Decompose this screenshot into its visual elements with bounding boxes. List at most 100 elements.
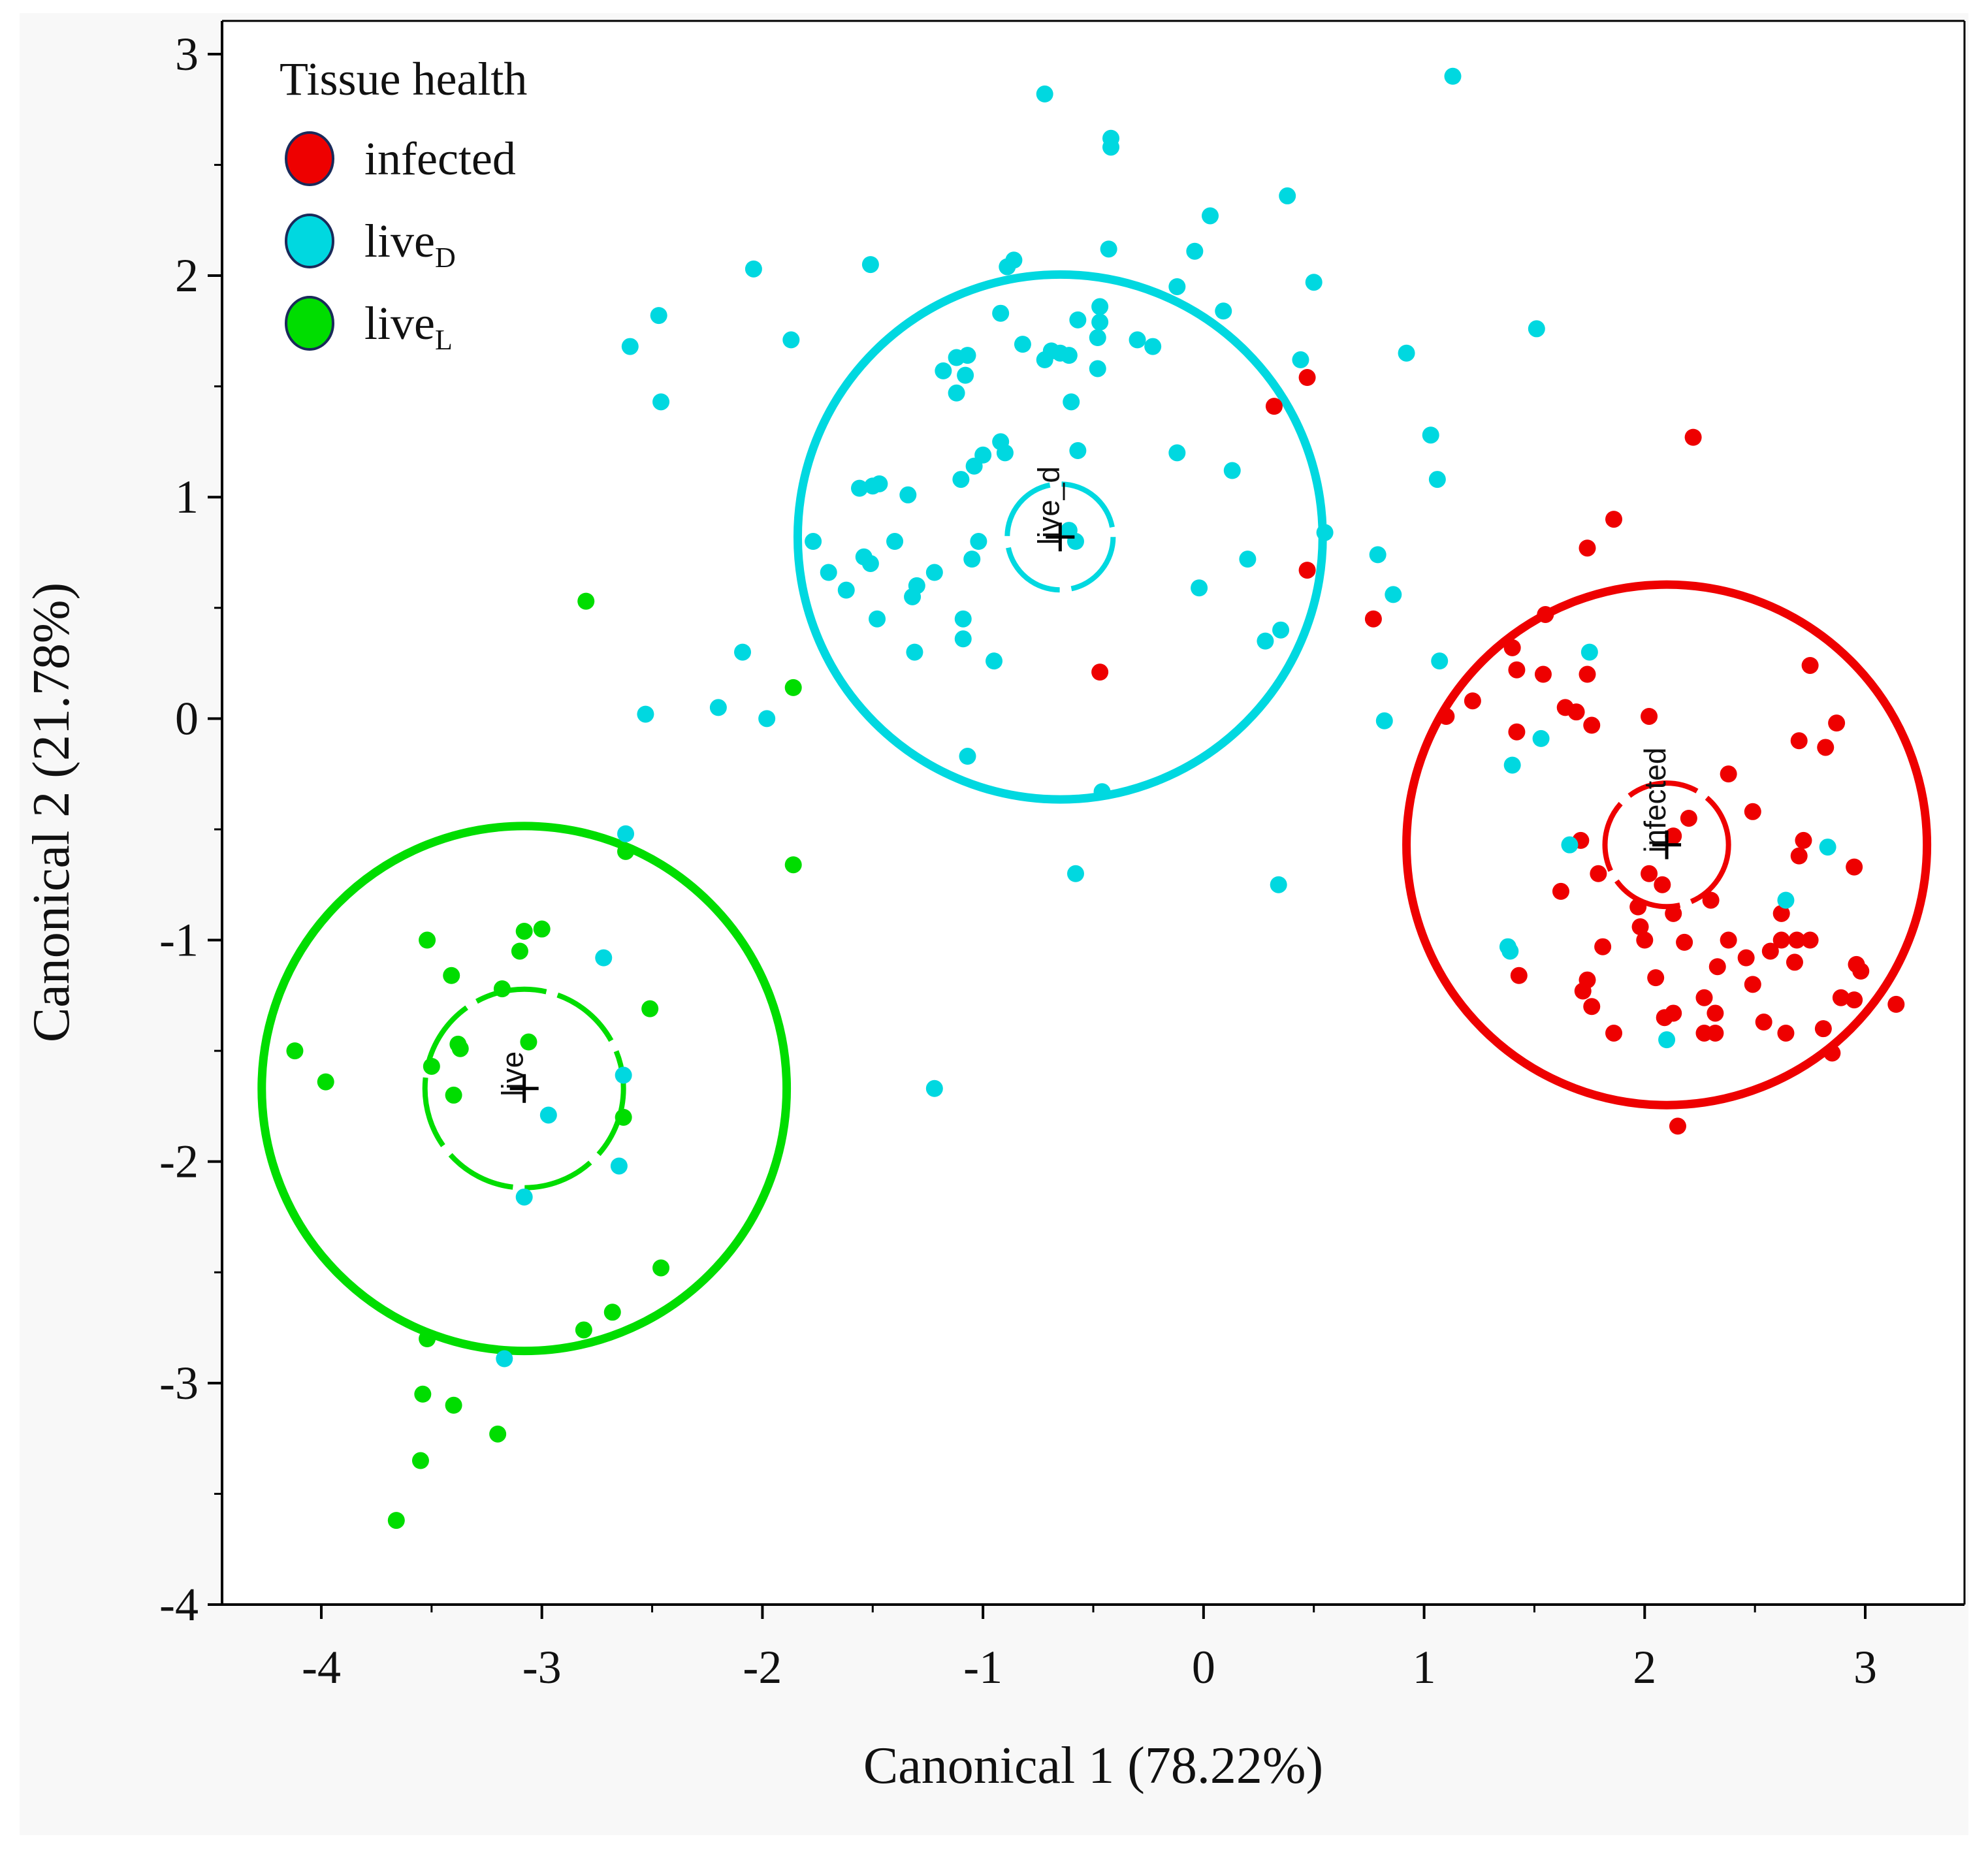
data-point xyxy=(1060,522,1078,539)
data-point xyxy=(986,652,1003,670)
data-point xyxy=(1744,976,1761,993)
data-point xyxy=(1239,551,1257,568)
y-ticks: -4 -3 -2 -1 0 1 2 3 xyxy=(159,28,222,1631)
data-point xyxy=(652,393,670,411)
cluster-label: infected xyxy=(1638,748,1672,853)
data-point xyxy=(963,551,981,568)
data-point xyxy=(1708,958,1726,976)
data-point xyxy=(959,748,976,765)
data-point xyxy=(1508,661,1526,679)
legend-marker-live_l xyxy=(285,296,334,351)
data-point xyxy=(1590,865,1607,882)
data-point xyxy=(1788,931,1806,949)
data-point xyxy=(603,1304,621,1321)
data-point xyxy=(1292,351,1309,368)
data-point xyxy=(1144,338,1162,355)
data-point xyxy=(1168,278,1186,295)
data-point xyxy=(1772,931,1790,949)
data-point xyxy=(925,564,943,581)
data-point xyxy=(1168,444,1186,462)
inner-confidence-circle-live_d xyxy=(1004,481,1116,593)
data-point xyxy=(1828,714,1846,732)
data-point xyxy=(317,1073,334,1091)
data-point xyxy=(1605,511,1623,528)
data-point xyxy=(423,1057,440,1075)
data-point xyxy=(1658,1031,1676,1049)
data-point xyxy=(1201,207,1219,225)
data-point xyxy=(864,477,882,495)
data-point xyxy=(906,643,923,661)
data-point xyxy=(851,479,869,497)
data-point xyxy=(954,630,972,648)
data-point xyxy=(1846,858,1863,876)
x-tick-label: -2 xyxy=(743,1641,782,1693)
data-point xyxy=(1093,783,1111,801)
data-point xyxy=(1702,891,1720,909)
y-tick-label: -3 xyxy=(159,1357,199,1409)
data-point xyxy=(493,980,511,998)
x-tick-label: 0 xyxy=(1192,1641,1215,1693)
data-point xyxy=(1801,931,1819,949)
legend-subscript: L xyxy=(435,324,453,356)
data-point xyxy=(999,258,1016,276)
data-point xyxy=(1707,1004,1724,1022)
data-point xyxy=(387,1512,405,1529)
data-point xyxy=(745,260,762,278)
data-point xyxy=(539,1106,557,1124)
data-point xyxy=(1369,546,1387,564)
data-point xyxy=(1063,393,1080,411)
data-point xyxy=(1761,942,1779,960)
data-point xyxy=(784,856,802,874)
data-point xyxy=(1431,652,1449,670)
data-point xyxy=(861,554,879,572)
data-point xyxy=(1795,831,1812,849)
data-point xyxy=(1257,632,1274,650)
legend-title: Tissue health xyxy=(280,53,527,105)
data-point xyxy=(1422,426,1439,444)
data-point xyxy=(1100,240,1117,258)
data-point xyxy=(1823,1044,1841,1062)
outer-density-circle-live xyxy=(257,822,792,1356)
data-point xyxy=(1444,67,1462,85)
data-point xyxy=(1014,336,1031,353)
data-point xyxy=(533,920,551,938)
x-tick-label: -4 xyxy=(302,1641,341,1693)
data-point xyxy=(1091,313,1109,331)
data-point xyxy=(1428,471,1446,488)
data-point xyxy=(925,1080,943,1097)
data-point xyxy=(637,705,654,723)
data-point xyxy=(1066,865,1084,882)
data-point xyxy=(1676,933,1693,951)
data-point xyxy=(954,610,972,628)
legend-marker-infected xyxy=(285,131,334,186)
data-point xyxy=(621,338,639,355)
data-point xyxy=(1605,1024,1623,1042)
data-point xyxy=(1814,1020,1832,1038)
data-point xyxy=(1503,756,1521,774)
data-point xyxy=(1852,963,1870,980)
data-point xyxy=(1129,331,1146,349)
x-tick-label: 3 xyxy=(1853,1641,1877,1693)
data-point xyxy=(886,533,904,551)
data-point xyxy=(1631,918,1649,936)
data-point xyxy=(1069,311,1087,328)
data-point xyxy=(1510,967,1528,984)
data-point xyxy=(1647,969,1665,987)
data-points xyxy=(286,67,1905,1529)
data-point xyxy=(959,347,976,364)
data-point xyxy=(652,1259,670,1277)
data-point xyxy=(1579,665,1596,683)
data-point xyxy=(1594,938,1612,955)
data-point xyxy=(1528,320,1545,338)
y-tick-label: -1 xyxy=(159,914,199,967)
legend-marker-live_d xyxy=(285,214,334,268)
data-point xyxy=(1641,865,1658,882)
data-point xyxy=(1654,876,1671,893)
data-point xyxy=(650,307,667,325)
data-point xyxy=(1552,882,1569,900)
data-point xyxy=(904,588,922,605)
data-point xyxy=(1091,298,1109,315)
outer-density-circle-infected xyxy=(1402,580,1932,1110)
